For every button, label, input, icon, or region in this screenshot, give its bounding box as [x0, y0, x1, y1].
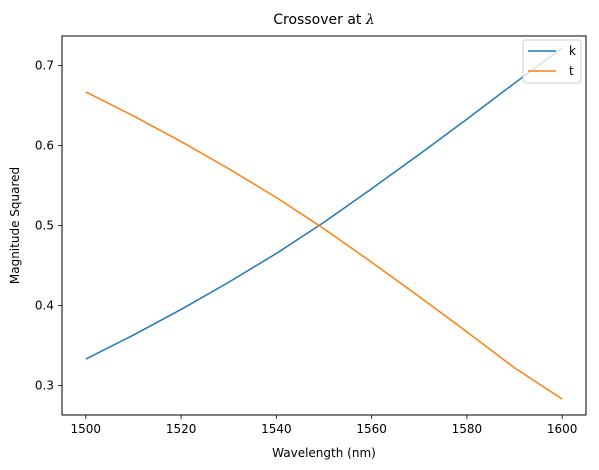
- x-tick-label: 1520: [166, 422, 197, 436]
- y-tick-label: 0.5: [35, 219, 54, 233]
- x-axis-ticks: 1500 1520 1540 1560 1580 1600: [71, 415, 578, 436]
- series-line-t: [85, 91, 563, 400]
- y-axis-ticks: 0.3 0.4 0.5 0.6 0.7: [35, 59, 62, 392]
- y-tick-label: 0.4: [35, 298, 54, 312]
- x-tick-label: 1500: [71, 422, 102, 436]
- legend-label-t: t: [569, 64, 574, 78]
- x-tick-label: 1560: [356, 422, 387, 436]
- chart-title-text: Crossover at: [273, 12, 366, 28]
- chart-title-symbol: λ: [365, 12, 375, 28]
- legend-label-k: k: [569, 44, 576, 58]
- x-tick-label: 1540: [261, 422, 292, 436]
- y-tick-label: 0.6: [35, 139, 54, 153]
- y-tick-label: 0.3: [35, 378, 54, 392]
- plot-frame: [61, 35, 587, 416]
- series-line-k: [85, 47, 563, 360]
- x-tick-label: 1600: [547, 422, 578, 436]
- y-axis-label: Magnitude Squared: [8, 167, 22, 284]
- legend: kt: [522, 39, 582, 84]
- plot-area: [85, 47, 563, 400]
- y-tick-label: 0.7: [35, 59, 54, 73]
- x-tick-label: 1580: [452, 422, 483, 436]
- chart-title: Crossover at λ: [273, 12, 374, 28]
- x-axis-label: Wavelength (nm): [272, 446, 376, 460]
